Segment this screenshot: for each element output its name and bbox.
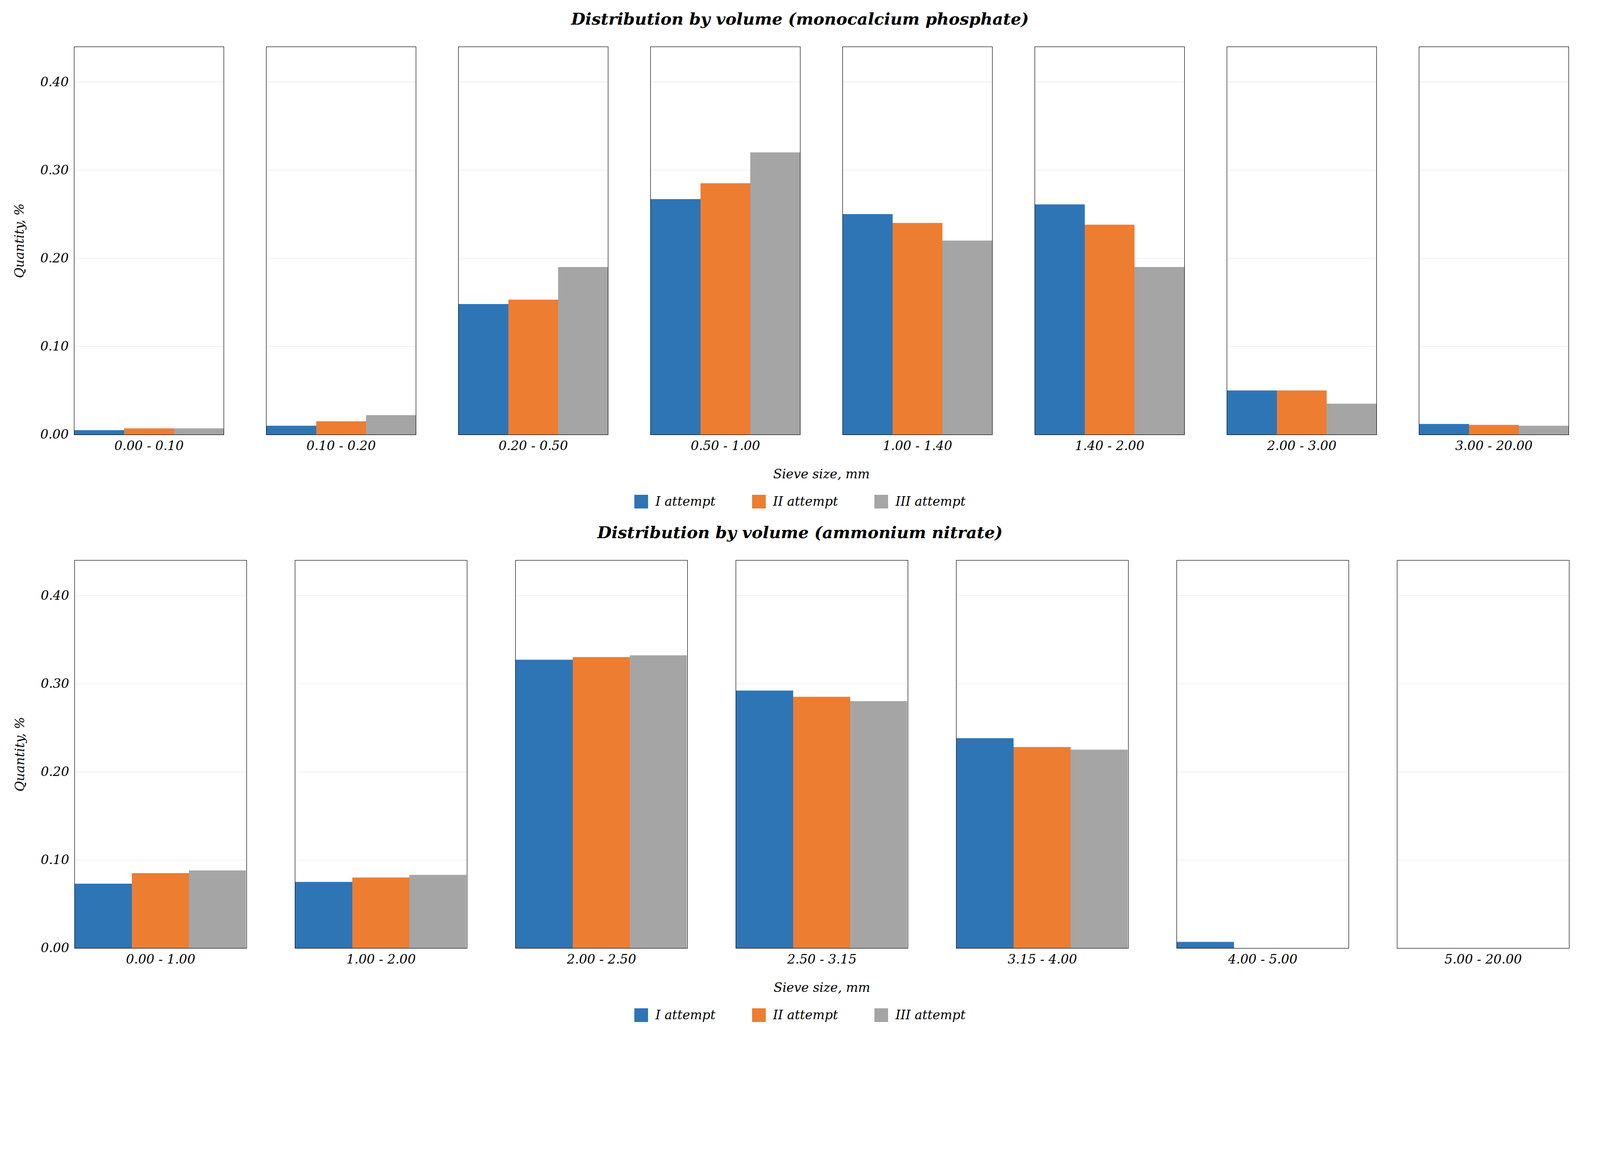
svg-text:1.40 - 2.00: 1.40 - 2.00 — [1075, 438, 1145, 454]
svg-text:Sieve size, mm: Sieve size, mm — [773, 979, 871, 995]
html-text:II attempt: II attempt — [772, 493, 838, 509]
html-text:Distribution by volume (monoca: Distribution by volume (monocalcium phos… — [571, 9, 1029, 29]
svg-text:0.20: 0.20 — [40, 250, 69, 266]
svg-text:0.10: 0.10 — [40, 338, 69, 354]
svg-text:2.50 - 3.15: 2.50 - 3.15 — [786, 951, 857, 967]
svg-text:0.30: 0.30 — [40, 162, 69, 178]
svg-text:0.10 - 0.20: 0.10 - 0.20 — [306, 438, 377, 454]
svg-text:0.40: 0.40 — [40, 74, 69, 90]
html-text:Distribution by volume (ammoni: Distribution by volume (ammonium nitrate… — [597, 522, 1003, 542]
svg-text:0.30: 0.30 — [40, 675, 69, 691]
svg-text:0.50 - 1.00: 0.50 - 1.00 — [690, 438, 761, 454]
html-text:II attempt: II attempt — [772, 1007, 838, 1023]
svg-text:0.20: 0.20 — [40, 763, 69, 780]
svg-text:3.00 - 20.00: 3.00 - 20.00 — [1455, 438, 1533, 454]
html-text:III attempt: III attempt — [895, 1007, 966, 1023]
html-text:I attempt: I attempt — [655, 493, 716, 509]
svg-text:5.00 - 20.00: 5.00 - 20.00 — [1444, 951, 1522, 967]
svg-text:3.15 - 4.00: 3.15 - 4.00 — [1007, 951, 1078, 967]
html-text:III attempt: III attempt — [895, 493, 966, 509]
svg-text:1.00 - 1.40: 1.00 - 1.40 — [883, 438, 953, 454]
svg-text:0.10: 0.10 — [40, 852, 69, 868]
svg-text:Quantity, %: Quantity, % — [12, 716, 28, 792]
svg-text:0.00 - 1.00: 0.00 - 1.00 — [125, 951, 196, 967]
html-text:I attempt: I attempt — [655, 1007, 716, 1023]
svg-text:Sieve size, mm: Sieve size, mm — [773, 466, 870, 482]
svg-text:0.00: 0.00 — [40, 426, 69, 442]
svg-text:2.00 - 3.00: 2.00 - 3.00 — [1266, 438, 1337, 454]
svg-text:2.00 - 2.50: 2.00 - 2.50 — [566, 951, 637, 967]
svg-text:0.20 - 0.50: 0.20 - 0.50 — [498, 438, 569, 454]
svg-text:4.00 - 5.00: 4.00 - 5.00 — [1227, 951, 1298, 967]
svg-text:1.00 - 2.00: 1.00 - 2.00 — [346, 951, 416, 967]
svg-text:Quantity, %: Quantity, % — [11, 203, 27, 279]
svg-text:0.00: 0.00 — [40, 940, 69, 956]
svg-text:0.40: 0.40 — [40, 587, 69, 603]
svg-text:0.00 - 0.10: 0.00 - 0.10 — [114, 438, 184, 454]
